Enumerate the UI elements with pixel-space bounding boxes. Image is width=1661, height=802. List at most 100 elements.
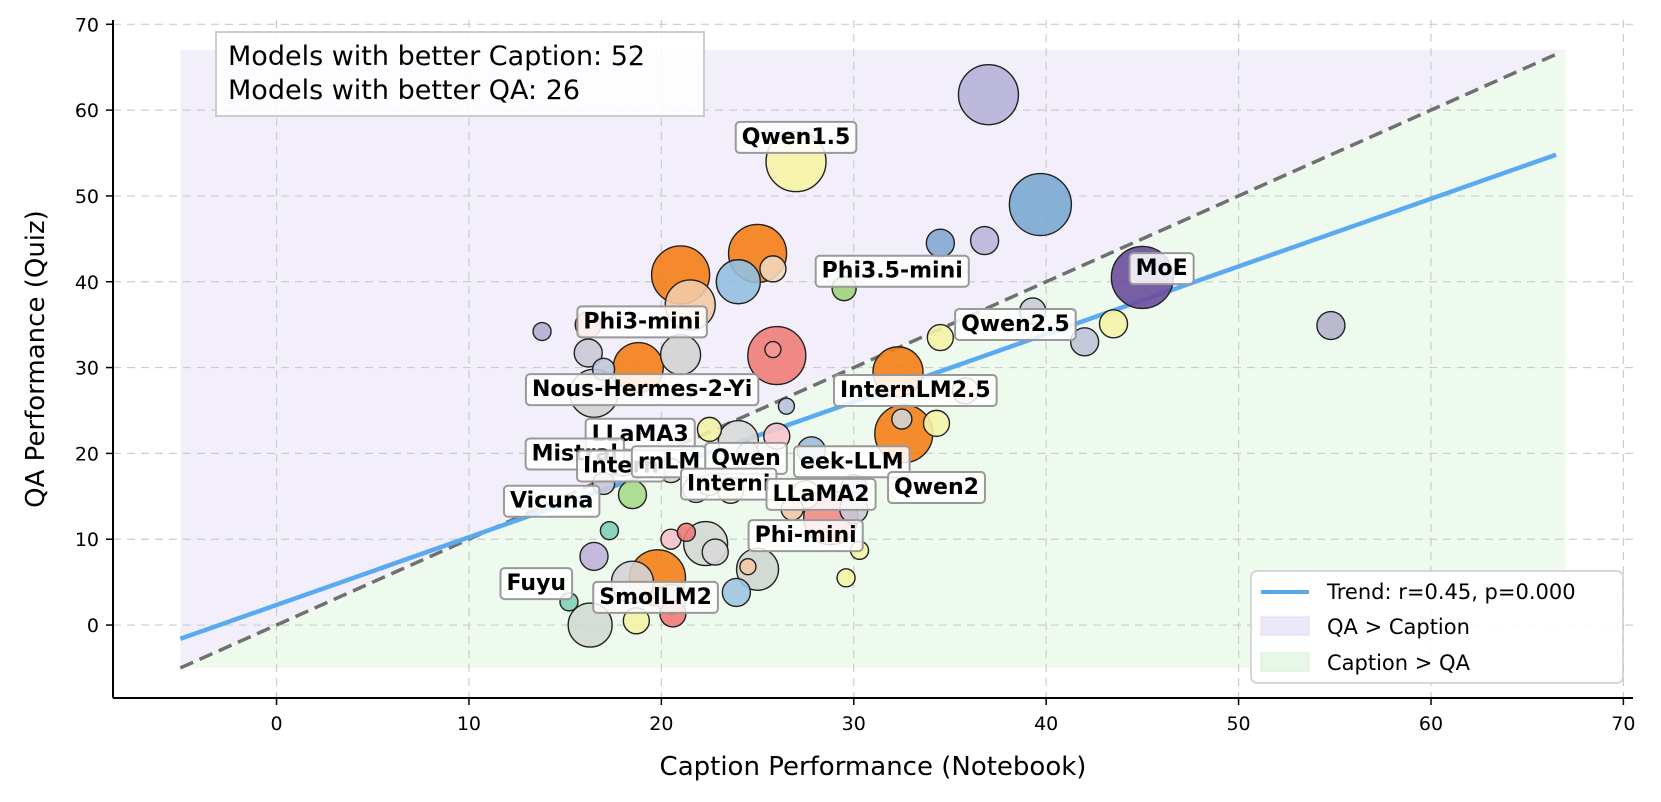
data-point xyxy=(777,397,796,415)
y-tick-label: 30 xyxy=(75,358,99,380)
annotation-box xyxy=(499,567,574,601)
annotation-box xyxy=(592,580,719,614)
data-point xyxy=(617,479,648,510)
data-point xyxy=(567,602,613,648)
info-line-caption: Models with better Caption: 52 xyxy=(228,41,645,72)
annotation: eek-LLM xyxy=(793,445,911,479)
annotation: Phi3-mini xyxy=(576,305,708,339)
y-axis-title: QA Performance (Quiz) xyxy=(21,210,51,508)
annotation: LLaMA2 xyxy=(765,477,877,511)
annotation-box xyxy=(734,120,858,154)
legend-qa-label: QA > Caption xyxy=(1327,615,1470,639)
annotation-label: InternLM2.5 xyxy=(840,378,991,403)
y-tick-label: 0 xyxy=(87,615,99,637)
x-tick-label: 50 xyxy=(1226,713,1250,735)
annotation-label: eek-LLM xyxy=(800,449,904,474)
annotation: Qwen1.5 xyxy=(734,120,858,154)
data-point xyxy=(721,577,752,608)
annotation: SmolLM2 xyxy=(592,580,719,614)
data-point xyxy=(922,409,951,438)
annotation-label: Phi-mini xyxy=(755,523,857,548)
data-point xyxy=(836,568,856,588)
annotation-label: Qwen xyxy=(711,446,781,471)
data-point xyxy=(715,259,762,305)
model-annotations: Qwen1.5 Phi3.5-mini MoE Phi3-mini Qwen2.5 Nou… xyxy=(499,120,1195,614)
data-point xyxy=(891,408,913,430)
annotation-label: Nous-Hermes-2-Yi xyxy=(532,377,752,402)
annotation-box xyxy=(576,305,708,339)
data-point xyxy=(1069,327,1100,357)
data-point xyxy=(957,63,1020,126)
data-point xyxy=(926,323,955,352)
data-point xyxy=(1008,172,1073,237)
x-tick-label: 0 xyxy=(270,713,282,735)
y-tick-label: 10 xyxy=(75,529,99,551)
annotation: Phi3.5-mini xyxy=(814,254,970,288)
data-point xyxy=(701,538,729,566)
annotation-box xyxy=(793,445,911,479)
y-tick-label: 60 xyxy=(75,100,99,122)
x-tick-label: 70 xyxy=(1611,713,1635,735)
annotation-label: Phi3.5-mini xyxy=(822,259,963,284)
x-tick-label: 20 xyxy=(649,713,673,735)
annotation-label: LLaMA2 xyxy=(772,482,869,507)
data-point xyxy=(759,255,787,283)
y-tick-label: 40 xyxy=(75,272,99,294)
annotation: Qwen2 xyxy=(887,471,986,505)
annotation-box xyxy=(747,519,864,553)
data-point xyxy=(739,557,757,576)
annotation-label: SmolLM2 xyxy=(599,585,712,610)
data-point xyxy=(969,225,1000,256)
annotation-label: Interni xyxy=(687,472,770,497)
data-point xyxy=(1316,310,1346,341)
y-tick-label: 70 xyxy=(75,14,99,36)
y-tick-label: 20 xyxy=(75,443,99,465)
annotation-box xyxy=(524,373,760,407)
x-axis-title: Caption Performance (Notebook) xyxy=(660,752,1087,782)
data-point xyxy=(676,522,697,543)
annotation-label: Qwen1.5 xyxy=(742,125,851,150)
annotation-label: Qwen2.5 xyxy=(961,312,1070,337)
info-line-qa: Models with better QA: 26 xyxy=(228,75,580,106)
axis-ticks: 0 10 20 30 40 50 60 70 0 10 20 30 40 50 60 70 xyxy=(75,14,1636,735)
x-tick-label: 30 xyxy=(842,713,866,735)
annotation-box xyxy=(814,254,970,288)
x-tick-label: 60 xyxy=(1419,713,1443,735)
annotation-label: Phi3-mini xyxy=(583,309,700,334)
annotation-box xyxy=(954,307,1077,341)
legend: Trend: r=0.45, p=0.000 QA > Caption Capt… xyxy=(1250,570,1624,684)
data-point xyxy=(573,338,603,368)
annotation-label: Qwen2 xyxy=(894,475,979,500)
data-point xyxy=(1098,309,1129,339)
annotation: Interni xyxy=(680,467,778,501)
annotation: Nous-Hermes-2-Yi xyxy=(524,373,760,407)
annotation: Vicuna xyxy=(502,484,601,518)
data-point xyxy=(764,340,782,359)
annotation: Qwen xyxy=(704,441,788,475)
annotation-label: Vicuna xyxy=(510,489,593,514)
data-point xyxy=(696,416,723,443)
annotation-box xyxy=(502,484,601,518)
x-tick-label: 40 xyxy=(1034,713,1058,735)
annotation: Fuyu xyxy=(499,567,574,601)
annotation-box xyxy=(887,471,986,505)
legend-trend-label: Trend: r=0.45, p=0.000 xyxy=(1326,580,1576,604)
annotation-box xyxy=(1128,252,1195,286)
annotation: Qwen2.5 xyxy=(954,307,1077,341)
axes xyxy=(112,20,1633,699)
annotation: MoE xyxy=(1128,252,1195,286)
data-point xyxy=(579,541,609,572)
y-tick-label: 50 xyxy=(75,186,99,208)
annotation: Phi-mini xyxy=(747,519,864,553)
annotation-box xyxy=(765,477,877,511)
data-point xyxy=(532,321,552,342)
data-point xyxy=(925,228,956,258)
legend-caption-label: Caption > QA xyxy=(1327,651,1471,675)
annotation-box xyxy=(832,374,998,408)
x-tick-label: 10 xyxy=(457,713,481,735)
annotation-label: Fuyu xyxy=(506,571,566,596)
data-point xyxy=(659,334,702,376)
legend-qa-swatch xyxy=(1260,616,1310,636)
legend-caption-swatch xyxy=(1260,652,1310,672)
